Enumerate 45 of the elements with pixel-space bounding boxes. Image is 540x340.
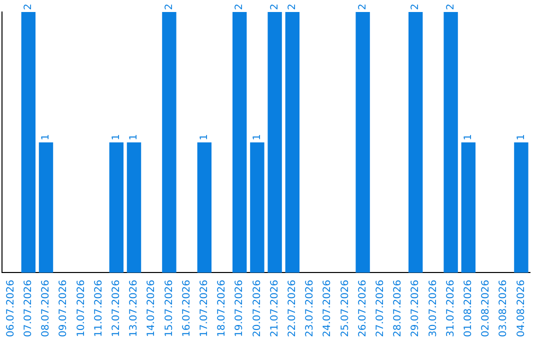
x-tick-label: 21.07.2026 bbox=[269, 280, 280, 338]
data-label: 2 bbox=[410, 4, 422, 10]
x-tick-label: 14.07.2026 bbox=[146, 280, 158, 338]
data-label: 2 bbox=[22, 4, 34, 10]
x-tick-label: 27.07.2026 bbox=[374, 280, 386, 338]
x-tick-label: 20.07.2026 bbox=[252, 280, 263, 338]
x-tick-label: 31.07.2026 bbox=[445, 280, 456, 338]
data-label: 1 bbox=[462, 134, 474, 140]
data-label: 1 bbox=[128, 134, 140, 140]
data-label: 2 bbox=[357, 4, 368, 10]
x-tick-label: 29.07.2026 bbox=[410, 280, 422, 338]
data-label: 2 bbox=[234, 4, 246, 10]
data-label: 1 bbox=[40, 134, 52, 140]
data-label: 1 bbox=[110, 134, 122, 140]
x-tick-label: 04.08.2026 bbox=[516, 280, 527, 338]
x-tick-label: 12.07.2026 bbox=[110, 280, 122, 338]
x-tick-label: 06.07.2026 bbox=[5, 280, 16, 338]
x-tick-label: 01.08.2026 bbox=[462, 280, 474, 338]
x-tick-label: 24.07.2026 bbox=[322, 280, 334, 338]
x-tick-label: 26.07.2026 bbox=[357, 280, 368, 338]
x-tick-label: 19.07.2026 bbox=[234, 280, 246, 338]
x-tick-label: 07.07.2026 bbox=[22, 280, 34, 338]
x-tick-label: 10.07.2026 bbox=[76, 280, 87, 338]
x-tick-label: 02.08.2026 bbox=[480, 280, 492, 338]
x-tick-label: 30.07.2026 bbox=[428, 280, 439, 338]
x-tick-label: 23.07.2026 bbox=[304, 280, 316, 338]
x-tick-label: 15.07.2026 bbox=[164, 280, 175, 338]
x-tick-label: 28.07.2026 bbox=[392, 280, 404, 338]
x-tick-label: 22.07.2026 bbox=[286, 280, 298, 338]
x-tick-label: 17.07.2026 bbox=[198, 280, 210, 338]
x-tick-label: 13.07.2026 bbox=[128, 280, 140, 338]
data-label: 2 bbox=[286, 4, 298, 10]
data-label: 2 bbox=[445, 4, 456, 10]
x-tick-label: 25.07.2026 bbox=[340, 280, 351, 338]
data-label: 2 bbox=[269, 4, 280, 10]
data-label: 2 bbox=[164, 4, 175, 10]
data-label: 1 bbox=[252, 134, 263, 140]
x-tick-label: 18.07.2026 bbox=[216, 280, 228, 338]
x-tick-label: 09.07.2026 bbox=[58, 280, 70, 338]
data-label: 1 bbox=[516, 134, 527, 140]
x-tick-label: 11.07.2026 bbox=[93, 280, 104, 338]
x-tick-label: 03.08.2026 bbox=[498, 280, 510, 338]
x-tick-label: 16.07.2026 bbox=[181, 280, 192, 338]
x-tick-label: 08.07.2026 bbox=[40, 280, 52, 338]
data-label: 1 bbox=[198, 134, 210, 140]
